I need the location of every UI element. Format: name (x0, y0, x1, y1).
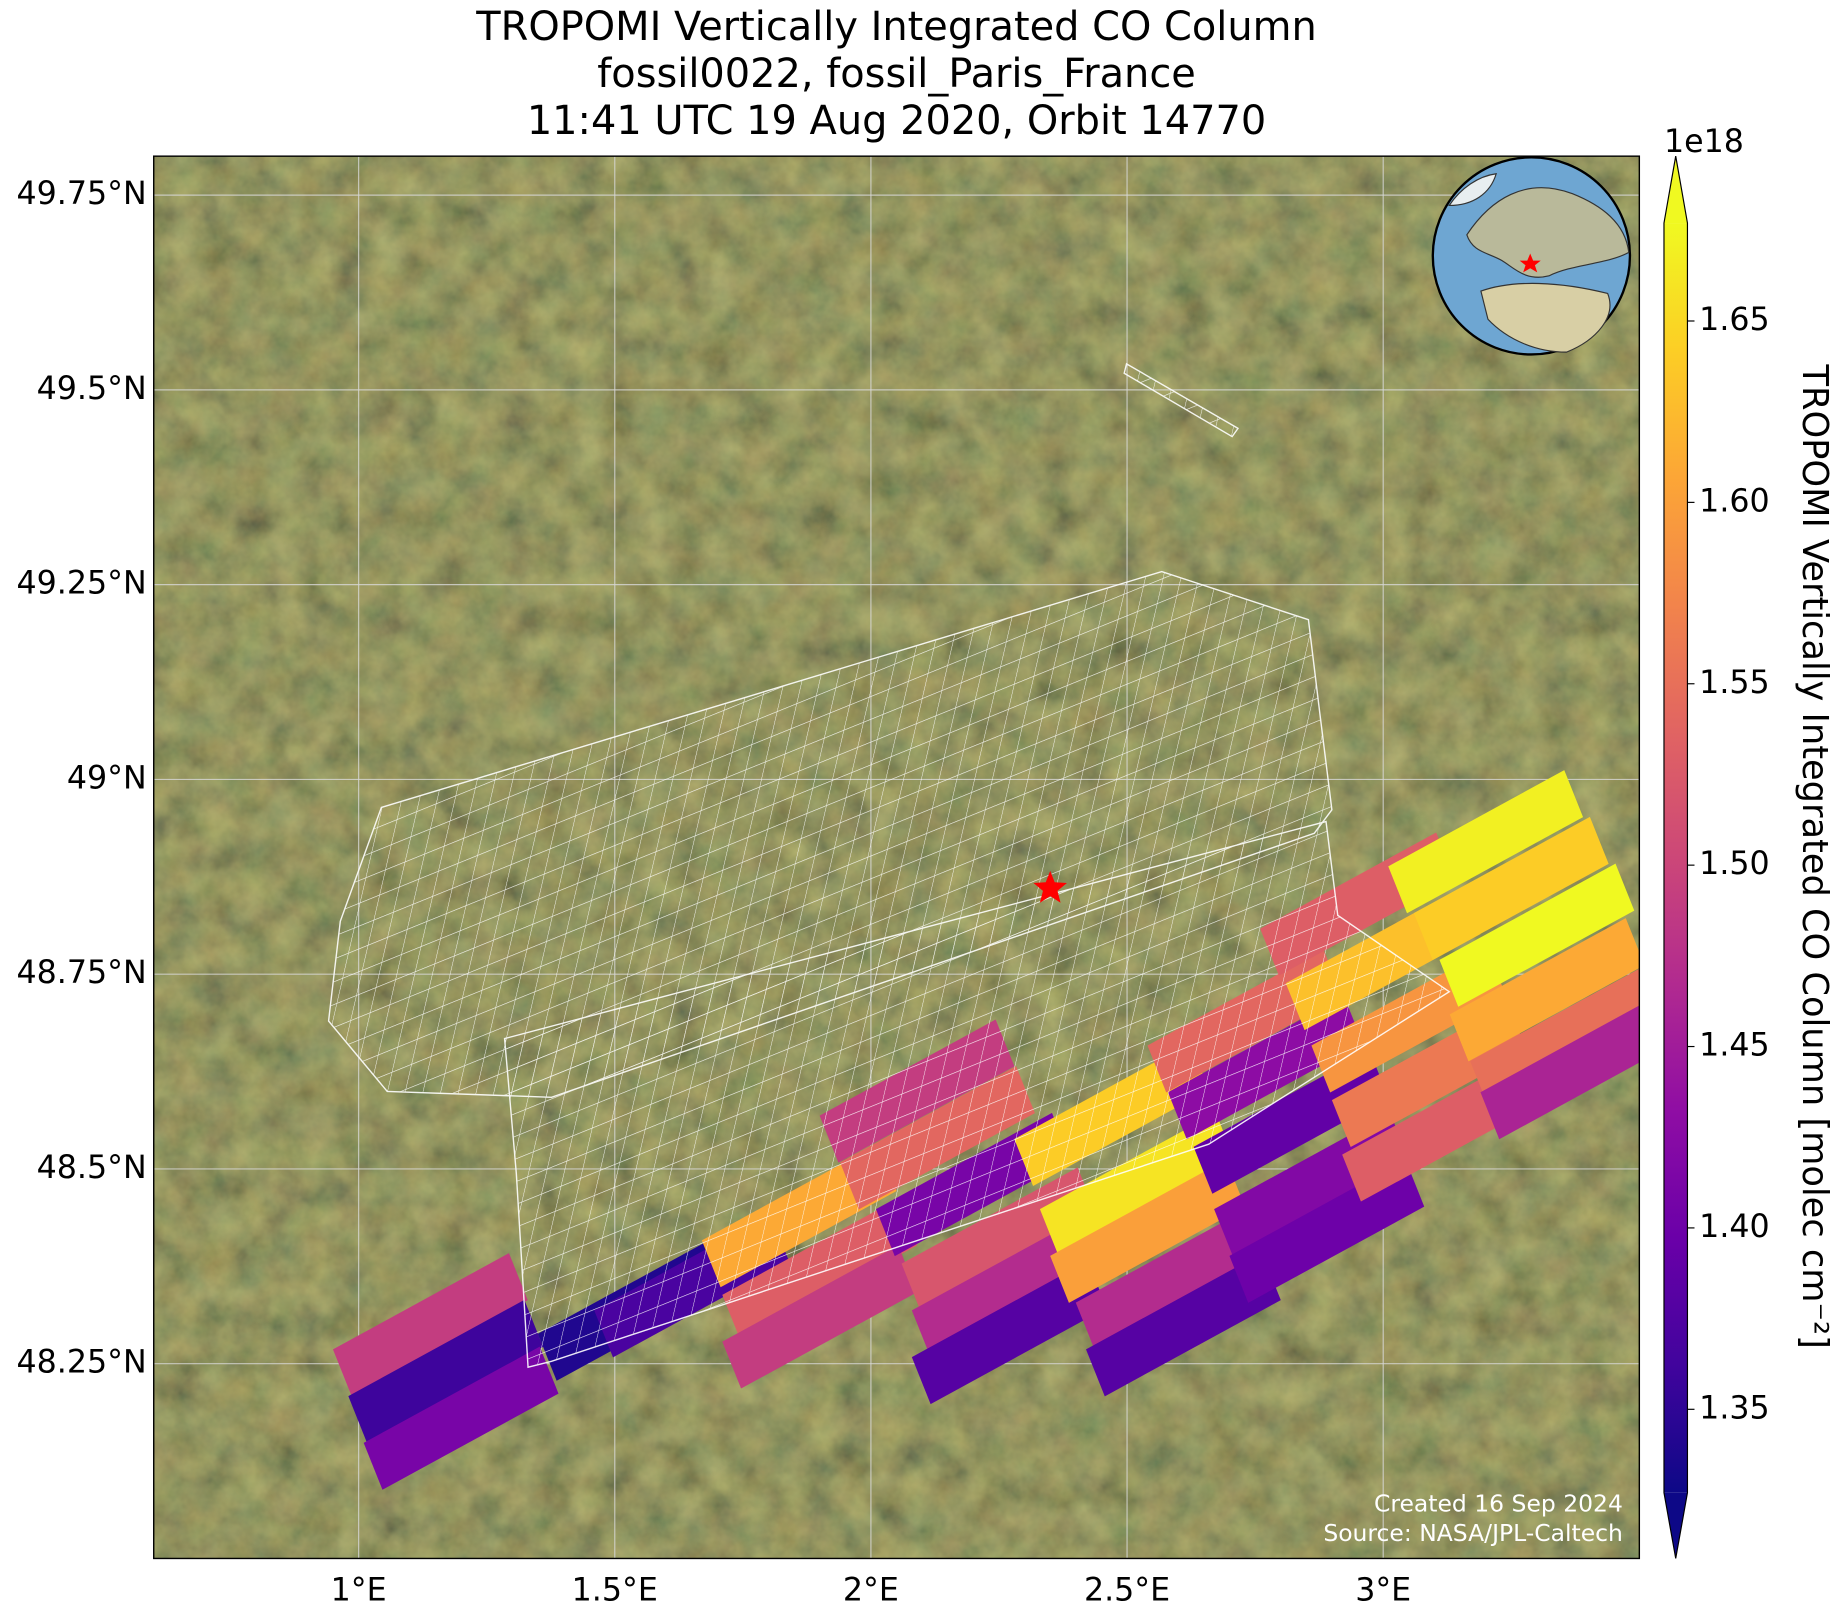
pixel (1470, 968, 1640, 1109)
map-area: Created 16 Sep 2024 Source: NASA/JPL-Cal… (153, 156, 1640, 1559)
pixel (1050, 1159, 1245, 1303)
y-tick-label: 48.5°N (37, 1150, 147, 1186)
swath-mesh (327, 362, 1451, 1369)
y-tick-label: 48.75°N (16, 955, 146, 991)
colorbar-gradient (1663, 223, 1688, 1493)
y-tick-label: 49.75°N (16, 176, 146, 212)
title-line: TROPOMI Vertically Integrated CO Column (475, 4, 1316, 50)
colorbar-frame (1663, 156, 1689, 1559)
globe-land (1466, 187, 1630, 278)
colorbar-tick-label: 1.60 (1699, 483, 1770, 519)
colorbar-extend-max (1663, 156, 1688, 224)
title-line: fossil0022, fossil_Paris_France (597, 51, 1196, 97)
pixel (1439, 863, 1635, 1007)
pixel (1086, 1253, 1281, 1397)
pixel (363, 1346, 559, 1490)
y-tick-label: 49.5°N (37, 371, 147, 407)
x-tick-label: 1°E (331, 1572, 387, 1608)
title-line: 11:41 UTC 19 Aug 2020, Orbit 14770 (527, 98, 1266, 144)
colorbar-tick-label: 1.65 (1699, 302, 1770, 338)
y-tick-label: 49.25°N (16, 566, 146, 602)
x-tick-label: 3°E (1355, 1572, 1411, 1608)
colorbar-tick-label: 1.35 (1699, 1390, 1770, 1426)
pixel (1075, 1206, 1271, 1350)
globe-land (1448, 173, 1497, 207)
pixel (1480, 1005, 1640, 1140)
axes: 1°E 1.5°E 2°E 2.5°E 3°E 48.25°N 48.5°N 48.75°N 4… (16, 176, 1411, 1608)
globe-land (1480, 282, 1611, 353)
colorbar-tick-label: 1.45 (1699, 1028, 1770, 1064)
title: TROPOMI Vertically Integrated CO Column … (475, 4, 1316, 144)
colorbar-extend-min (1663, 1492, 1688, 1559)
colorbar-tick-label: 1.40 (1699, 1209, 1770, 1245)
pixel (722, 1245, 918, 1389)
x-tick-label: 1.5°E (572, 1572, 658, 1608)
globe-inset (1431, 156, 1632, 356)
pixel (1229, 1159, 1425, 1303)
site-star (1033, 870, 1067, 903)
mesh-polygon (1123, 362, 1240, 438)
site-layer (1033, 870, 1067, 903)
pixel (332, 1253, 528, 1397)
pixel (911, 1260, 1107, 1405)
colorbar-offset: 1e18 (1664, 124, 1744, 160)
colorbar-tick-label: 1.50 (1699, 846, 1770, 882)
pixel (901, 1167, 1097, 1311)
credit: Source: NASA/JPL-Caltech (1323, 1519, 1623, 1547)
x-tick-label: 2.5°E (1084, 1572, 1170, 1608)
pixel (1413, 816, 1609, 961)
colorbar-label: TROPOMI Vertically Integrated CO Column … (1794, 364, 1835, 1349)
map-frame (153, 155, 1641, 1560)
y-tick-label: 49°N (67, 760, 147, 796)
y-tick-label: 48.25°N (16, 1345, 146, 1381)
colorbar: 1.35 1.40 1.45 1.50 1.55 1.60 1.65 (1663, 156, 1770, 1559)
colorbar-tick-label: 1.55 (1699, 665, 1770, 701)
x-tick-label: 2°E (843, 1572, 899, 1608)
mesh-polygon (503, 820, 1451, 1369)
globe-star (1519, 253, 1541, 273)
credit: Created 16 Sep 2024 (1374, 1490, 1623, 1518)
pixel (1449, 918, 1640, 1062)
pixel (1388, 770, 1584, 914)
pixel (348, 1299, 544, 1444)
